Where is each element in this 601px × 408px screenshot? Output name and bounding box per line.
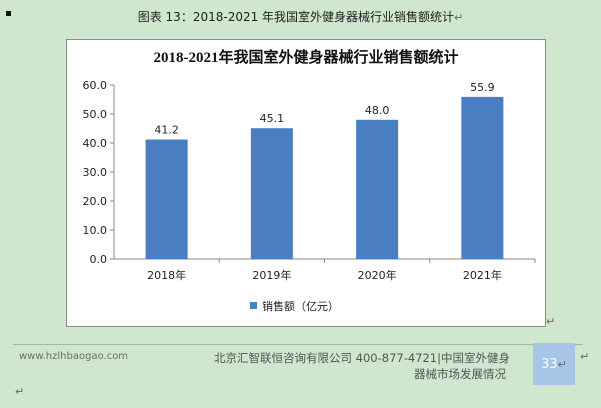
caption-text: 图表 13：2018-2021 年我国室外健身器械行业销售额统计: [137, 10, 455, 24]
website-url[interactable]: www.hzlhbaogao.com: [19, 351, 129, 362]
x-tick-label: 2019年: [252, 268, 291, 282]
bar: [250, 128, 293, 259]
footer-company-text: 北京汇智联恒咨询有限公司 400-877-4721|中国室外健身 器械市场发展情…: [214, 350, 534, 382]
bar-chart: 2018-2021年我国室外健身器械行业销售额统计 0.0 10.0 20.0 30.0…: [83, 48, 536, 313]
paragraph-mark: ↵: [557, 357, 567, 371]
bar: [356, 119, 399, 259]
legend-swatch: [250, 302, 257, 309]
bar: [461, 96, 504, 259]
y-tick-label: 50.0: [83, 108, 108, 121]
page-number-box: 33 ↵: [533, 343, 575, 385]
bullet-marker: [6, 11, 11, 16]
y-tick-label: 30.0: [83, 166, 108, 179]
chart-container: 2018-2021年我国室外健身器械行业销售额统计 0.0 10.0 20.0 30.0…: [66, 39, 546, 327]
x-tick-label: 2018年: [147, 268, 186, 282]
y-tick-label: 10.0: [83, 224, 108, 237]
data-label: 48.0: [365, 104, 390, 117]
y-tick-label: 20.0: [83, 195, 108, 208]
figure-caption: 图表 13：2018-2021 年我国室外健身器械行业销售额统计↵: [0, 8, 601, 25]
y-tick-label: 60.0: [83, 79, 108, 92]
company-line-1: 北京汇智联恒咨询有限公司 400-877-4721|中国室外健身: [214, 351, 510, 365]
y-tick-label: 40.0: [83, 137, 108, 150]
company-line-2: 器械市场发展情况: [414, 367, 506, 381]
paragraph-mark: ↵: [15, 385, 25, 398]
footer-divider: [13, 344, 583, 345]
paragraph-mark: ↵: [546, 315, 556, 328]
chart-title: 2018-2021年我国室外健身器械行业销售额统计: [154, 48, 459, 66]
data-label: 41.2: [154, 124, 179, 137]
data-label: 45.1: [260, 112, 285, 125]
x-tick-label: 2021年: [463, 268, 502, 282]
page-number: 33: [541, 356, 558, 372]
paragraph-mark: ↵: [454, 11, 464, 24]
x-tick-label: 2020年: [358, 268, 397, 282]
paragraph-mark: ↵: [580, 350, 590, 363]
bar: [145, 139, 188, 259]
data-label: 55.9: [470, 81, 495, 94]
legend-label: 销售额（亿元）: [262, 299, 339, 313]
y-tick-label: 0.0: [90, 253, 108, 266]
